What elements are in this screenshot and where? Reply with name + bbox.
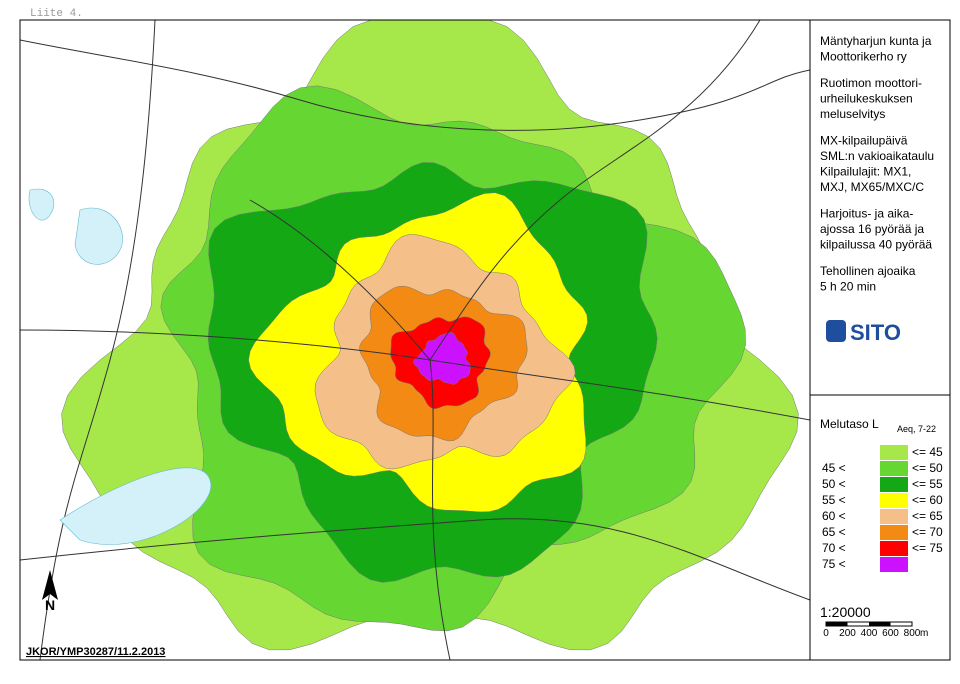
info-line: Tehollinen ajoaika <box>820 264 916 278</box>
legend-lower: 60 < <box>822 509 846 523</box>
legend-swatch <box>880 557 908 572</box>
legend-upper: <= 45 <box>912 445 943 459</box>
legend-upper: <= 70 <box>912 525 943 539</box>
road <box>249 199 431 361</box>
info-line: kilpailussa 40 pyörää <box>820 238 932 252</box>
legend-lower: 50 < <box>822 477 846 491</box>
legend-upper: <= 65 <box>912 509 943 523</box>
scale-tick-label: 600 <box>882 628 899 639</box>
north-arrow-head <box>42 570 58 600</box>
legend-lower: 70 < <box>822 541 846 555</box>
scale-tick-label: 800 <box>904 628 921 639</box>
map-area: N <box>19 19 811 661</box>
road <box>429 19 761 361</box>
lakes <box>28 188 212 545</box>
legend-swatch <box>880 525 908 540</box>
info-line: SML:n vakioaikataulu <box>820 149 934 163</box>
legend: Melutaso L Aeq, 7-22 <= 45 45 < <= 50 50 < <= … <box>820 417 943 572</box>
panel-text: Mäntyharjun kunta ja Moottorikerho ry Ruot… <box>820 34 934 294</box>
scale-bar: 1:20000 0 200 400 600 800 m <box>820 604 928 639</box>
info-line: urheilukeskuksen <box>820 92 913 106</box>
legend-swatch <box>880 477 908 492</box>
noise-zone <box>413 332 471 385</box>
north-label: N <box>45 597 55 613</box>
logo: SITO <box>826 320 901 345</box>
drawing-id: JKOR/YMP30287/11.2.2013 <box>26 646 165 658</box>
scale-bar-segment <box>826 622 848 626</box>
lake <box>28 188 55 221</box>
legend-lower: 75 < <box>822 557 846 571</box>
legend-swatch <box>880 493 908 508</box>
road <box>39 19 156 661</box>
legend-swatch <box>880 445 908 460</box>
legend-upper: <= 75 <box>912 541 943 555</box>
info-line: Ruotimon moottori- <box>820 76 922 90</box>
road <box>19 518 811 601</box>
scale-tick-label: 400 <box>861 628 878 639</box>
road <box>19 39 811 131</box>
info-line: meluselvitys <box>820 107 885 121</box>
legend-title: Melutaso L <box>820 417 879 431</box>
legend-upper: <= 50 <box>912 461 943 475</box>
scale-unit: m <box>920 628 928 639</box>
lake <box>59 467 212 545</box>
lake <box>74 207 123 265</box>
legend-upper: <= 55 <box>912 477 943 491</box>
info-line: ajossa 16 pyörää ja <box>820 222 924 236</box>
road <box>429 359 451 661</box>
info-line: 5 h 20 min <box>820 280 876 294</box>
logo-mark <box>826 320 846 342</box>
legend-swatch <box>880 541 908 556</box>
scale-tick-label: 200 <box>839 628 856 639</box>
sheet-label: Liite 4. <box>30 8 83 20</box>
logo-text: SITO <box>850 320 901 345</box>
info-line: MXJ, MX65/MXC/C <box>820 180 924 194</box>
legend-upper: <= 60 <box>912 493 943 507</box>
info-line: Kilpailulajit: MX1, <box>820 165 911 179</box>
scale-ratio: 1:20000 <box>820 604 871 620</box>
roads <box>19 19 811 661</box>
legend-lower: 45 < <box>822 461 846 475</box>
info-line: Mäntyharjun kunta ja <box>820 34 932 48</box>
info-line: Moottorikerho ry <box>820 50 907 64</box>
scale-tick-label: 0 <box>823 628 829 639</box>
scale-bar-segment <box>869 622 891 626</box>
legend-swatch <box>880 461 908 476</box>
info-line: MX-kilpailupäivä <box>820 134 908 148</box>
legend-title-subscript: Aeq, 7-22 <box>897 424 936 434</box>
legend-swatch <box>880 509 908 524</box>
north-arrow: N <box>42 570 58 613</box>
noise-zones <box>61 19 799 651</box>
info-line: Harjoitus- ja aika- <box>820 207 913 221</box>
legend-lower: 65 < <box>822 525 846 539</box>
legend-lower: 55 < <box>822 493 846 507</box>
